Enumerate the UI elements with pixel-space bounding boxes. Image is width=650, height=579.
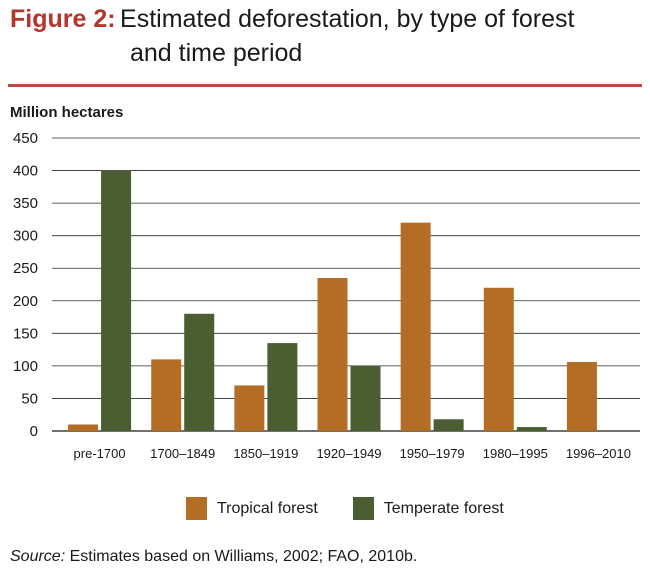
bar-chart: Million hectares 0 50 100 150 200 250 300 350 40… bbox=[10, 104, 640, 461]
y-tick-label: 0 bbox=[30, 423, 38, 440]
legend-swatch-tropical bbox=[186, 497, 207, 520]
y-tick-label: 200 bbox=[13, 293, 38, 310]
y-tick-label: 100 bbox=[13, 358, 38, 375]
y-tick-label: 350 bbox=[13, 195, 38, 212]
legend-item-tropical: Tropical forest bbox=[186, 497, 318, 520]
chart-title: Figure 2: Estimated deforestation, by ty… bbox=[10, 4, 640, 72]
bar-temperate-1 bbox=[184, 313, 215, 431]
bar-temperate-0 bbox=[101, 170, 132, 432]
source-note: Source: Estimates based on Williams, 200… bbox=[10, 548, 417, 566]
bar-tropical-4 bbox=[400, 222, 431, 431]
source-label: Source: bbox=[10, 548, 66, 565]
bar-temperate-5 bbox=[516, 427, 547, 431]
y-tick-label: 50 bbox=[21, 390, 38, 407]
x-tick-label: 1980–1995 bbox=[483, 446, 548, 461]
bar-temperate-3 bbox=[350, 365, 381, 431]
x-tick-label: pre-1700 bbox=[74, 446, 126, 461]
bar-temperate-2 bbox=[267, 343, 298, 431]
title-line-2: and time period bbox=[130, 39, 303, 67]
bar-tropical-0 bbox=[68, 424, 99, 431]
legend-swatch-temperate bbox=[352, 497, 374, 520]
bar-temperate-4 bbox=[433, 419, 464, 431]
bar-tropical-6 bbox=[566, 361, 597, 431]
title-divider bbox=[8, 84, 642, 87]
y-tick-label: 250 bbox=[13, 260, 38, 277]
figure-label: Figure 2: bbox=[10, 5, 116, 33]
title-line-1: Estimated deforestation, by type of fore… bbox=[120, 5, 575, 33]
y-tick-labels: 0 50 100 150 200 250 300 350 400 450 bbox=[13, 130, 38, 440]
y-tick-label: 400 bbox=[13, 163, 38, 180]
bar-tropical-1 bbox=[151, 359, 182, 431]
x-tick-label: 1700–1849 bbox=[150, 446, 215, 461]
bar-tropical-5 bbox=[483, 287, 514, 431]
legend-item-temperate: Temperate forest bbox=[352, 497, 504, 520]
x-tick-label: 1920–1949 bbox=[316, 446, 381, 461]
source-text: Estimates based on Williams, 2002; FAO, … bbox=[65, 548, 418, 565]
bar-tropical-3 bbox=[317, 277, 348, 431]
y-tick-label: 150 bbox=[13, 325, 38, 342]
legend: Tropical forest Temperate forest bbox=[186, 497, 539, 520]
y-tick-label: 450 bbox=[13, 130, 38, 147]
x-tick-label: 1850–1919 bbox=[233, 446, 298, 461]
bars bbox=[68, 170, 597, 432]
y-axis-label: Million hectares bbox=[10, 104, 123, 121]
x-tick-labels: pre-1700 1700–1849 1850–1919 1920–1949 1950–… bbox=[74, 446, 631, 461]
x-tick-label: 1996–2010 bbox=[566, 446, 631, 461]
y-tick-label: 300 bbox=[13, 228, 38, 245]
bar-tropical-2 bbox=[234, 385, 265, 431]
x-tick-label: 1950–1979 bbox=[400, 446, 465, 461]
legend-label-tropical: Tropical forest bbox=[217, 499, 318, 517]
legend-label-temperate: Temperate forest bbox=[383, 499, 504, 517]
